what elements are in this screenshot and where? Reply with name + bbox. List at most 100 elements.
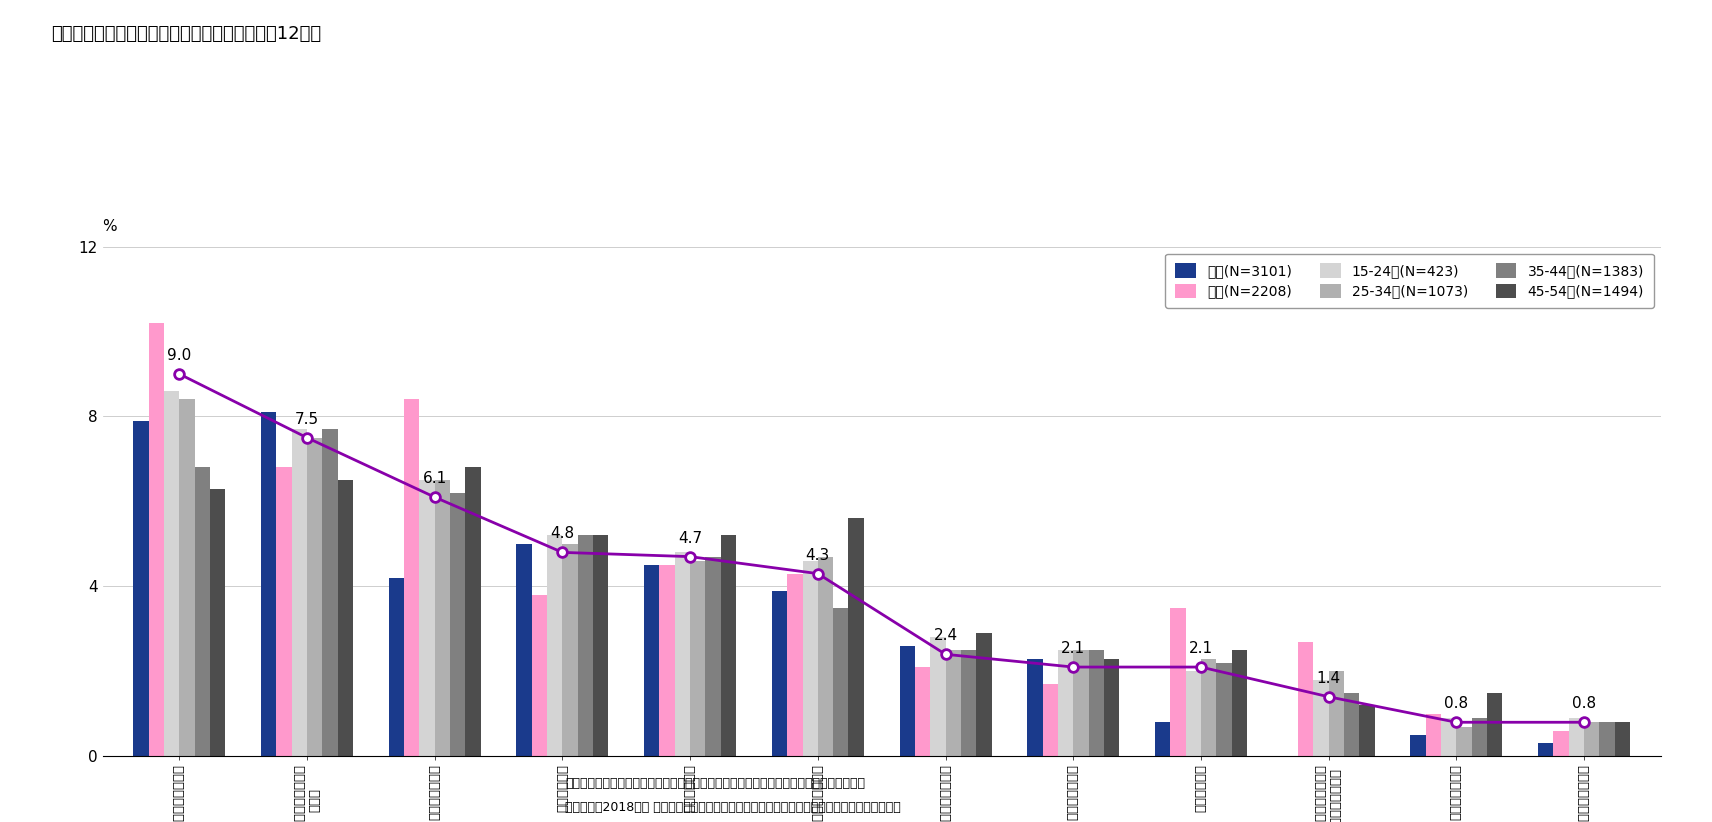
Bar [260,413,276,756]
Text: 7.5: 7.5 [294,412,318,427]
Text: ＊（月経前症候群）
月経不順、ＰＭＳ: ＊（月経前症候群） 月経不順、ＰＭＳ [1315,764,1342,822]
Text: %: % [101,219,116,233]
Bar [563,544,577,756]
Bar [450,493,466,756]
Bar [644,566,659,756]
Bar [466,468,481,756]
Text: 慢性的な疲労: 慢性的な疲労 [683,764,697,812]
Bar [577,535,592,756]
Text: 2.4: 2.4 [933,628,957,643]
Text: 慢性的な肩こり: 慢性的な肩こり [428,764,442,820]
Bar [1488,692,1503,756]
Bar [1186,672,1200,756]
Bar [1537,743,1553,756]
Bar [1344,692,1359,756]
Text: アレルギー性鼻炎／
花粉症: アレルギー性鼻炎／ 花粉症 [293,764,322,822]
Legend: 男性(N=3101), 女性(N=2208), 15-24歳(N=423), 25-34歳(N=1073), 35-44歳(N=1383), 45-54歳(N=: 男性(N=3101), 女性(N=2208), 15-24歳(N=423), 2… [1166,253,1654,308]
Bar [1584,723,1599,756]
Text: 4.7: 4.7 [678,530,702,546]
Text: 眠れない（不眠症）: 眠れない（不眠症） [938,764,952,822]
Bar [592,535,608,756]
Text: 慢性的な関節痛: 慢性的な関節痛 [1450,764,1462,820]
Bar [721,535,736,756]
Bar [690,561,705,756]
Bar [788,574,803,756]
Text: 図表１　仕事に影響した「からだの症状」上位12項目: 図表１ 仕事に影響した「からだの症状」上位12項目 [51,25,322,43]
Bar [1231,650,1246,756]
Text: 6.1: 6.1 [423,471,447,486]
Bar [1058,650,1073,756]
Text: 4.8: 4.8 [550,526,575,541]
Text: ストレスを感じる: ストレスを感じる [173,764,187,822]
Bar [1442,718,1457,756]
Bar [818,556,834,756]
Bar [803,561,818,756]
Bar [1457,727,1472,756]
Text: めまい、立ちくらみ: めまい、立ちくらみ [1577,764,1590,822]
Bar [899,646,914,756]
Bar [211,488,226,756]
Text: 0.8: 0.8 [1572,696,1596,711]
Bar [180,399,195,756]
Text: 2.1: 2.1 [1061,641,1085,656]
Bar [134,421,149,756]
Bar [976,633,991,756]
Bar [705,556,721,756]
Bar [548,535,563,756]
Bar [291,429,306,756]
Bar [772,590,788,756]
Bar [1027,658,1043,756]
Bar [849,519,865,756]
Bar [1171,607,1186,756]
Bar [404,399,419,756]
Bar [195,468,211,756]
Text: 眼精疲労・目の乾き: 眼精疲労・目の乾き [811,764,825,822]
Bar [322,429,337,756]
Bar [389,578,404,756]
Bar [1200,658,1216,756]
Bar [1313,680,1329,756]
Bar [834,607,849,756]
Bar [337,480,353,756]
Bar [435,480,450,756]
Text: 9.0: 9.0 [168,348,192,363]
Bar [930,637,945,756]
Text: 2.1: 2.1 [1188,641,1214,656]
Bar [960,650,976,756]
Bar [675,552,690,756]
Bar [532,595,548,756]
Bar [1156,723,1171,756]
Bar [1614,723,1630,756]
Text: 4.3: 4.3 [806,547,830,562]
Bar [1426,713,1442,756]
Text: （＊）「月経不順・ＰＭＳ（月経前症候群）」は女性のみに提示し、女性のみで集計した: （＊）「月経不順・ＰＭＳ（月経前症候群）」は女性のみに提示し、女性のみで集計した [565,777,865,790]
Bar [945,650,960,756]
Bar [1298,641,1313,756]
Text: メンタルの不調: メンタルの不調 [1067,764,1080,820]
Bar [1089,650,1104,756]
Bar [1411,735,1426,756]
Bar [1104,658,1120,756]
Bar [1359,705,1375,756]
Text: 慢性的な頭痛: 慢性的な頭痛 [1195,764,1207,812]
Bar [164,391,180,756]
Bar [1329,672,1344,756]
Text: 1.4: 1.4 [1317,671,1340,686]
Bar [517,544,532,756]
Bar [419,480,435,756]
Bar [276,468,291,756]
Bar [1553,731,1568,756]
Bar [1073,650,1089,756]
Bar [306,437,322,756]
Bar [1472,718,1488,756]
Bar [149,323,164,756]
Bar [659,566,675,756]
Bar [914,667,930,756]
Bar [1599,723,1614,756]
Text: 慢性的な腰痛: 慢性的な腰痛 [556,764,568,812]
Bar [1216,663,1231,756]
Bar [1568,718,1584,756]
Bar [1043,684,1058,756]
Text: 0.8: 0.8 [1445,696,1469,711]
Text: （出典）「2018年度 被用者の働き方と健康に関する調査」ニッセイ基礎研究所（以下、同じ）: （出典）「2018年度 被用者の働き方と健康に関する調査」ニッセイ基礎研究所（以… [565,801,901,815]
